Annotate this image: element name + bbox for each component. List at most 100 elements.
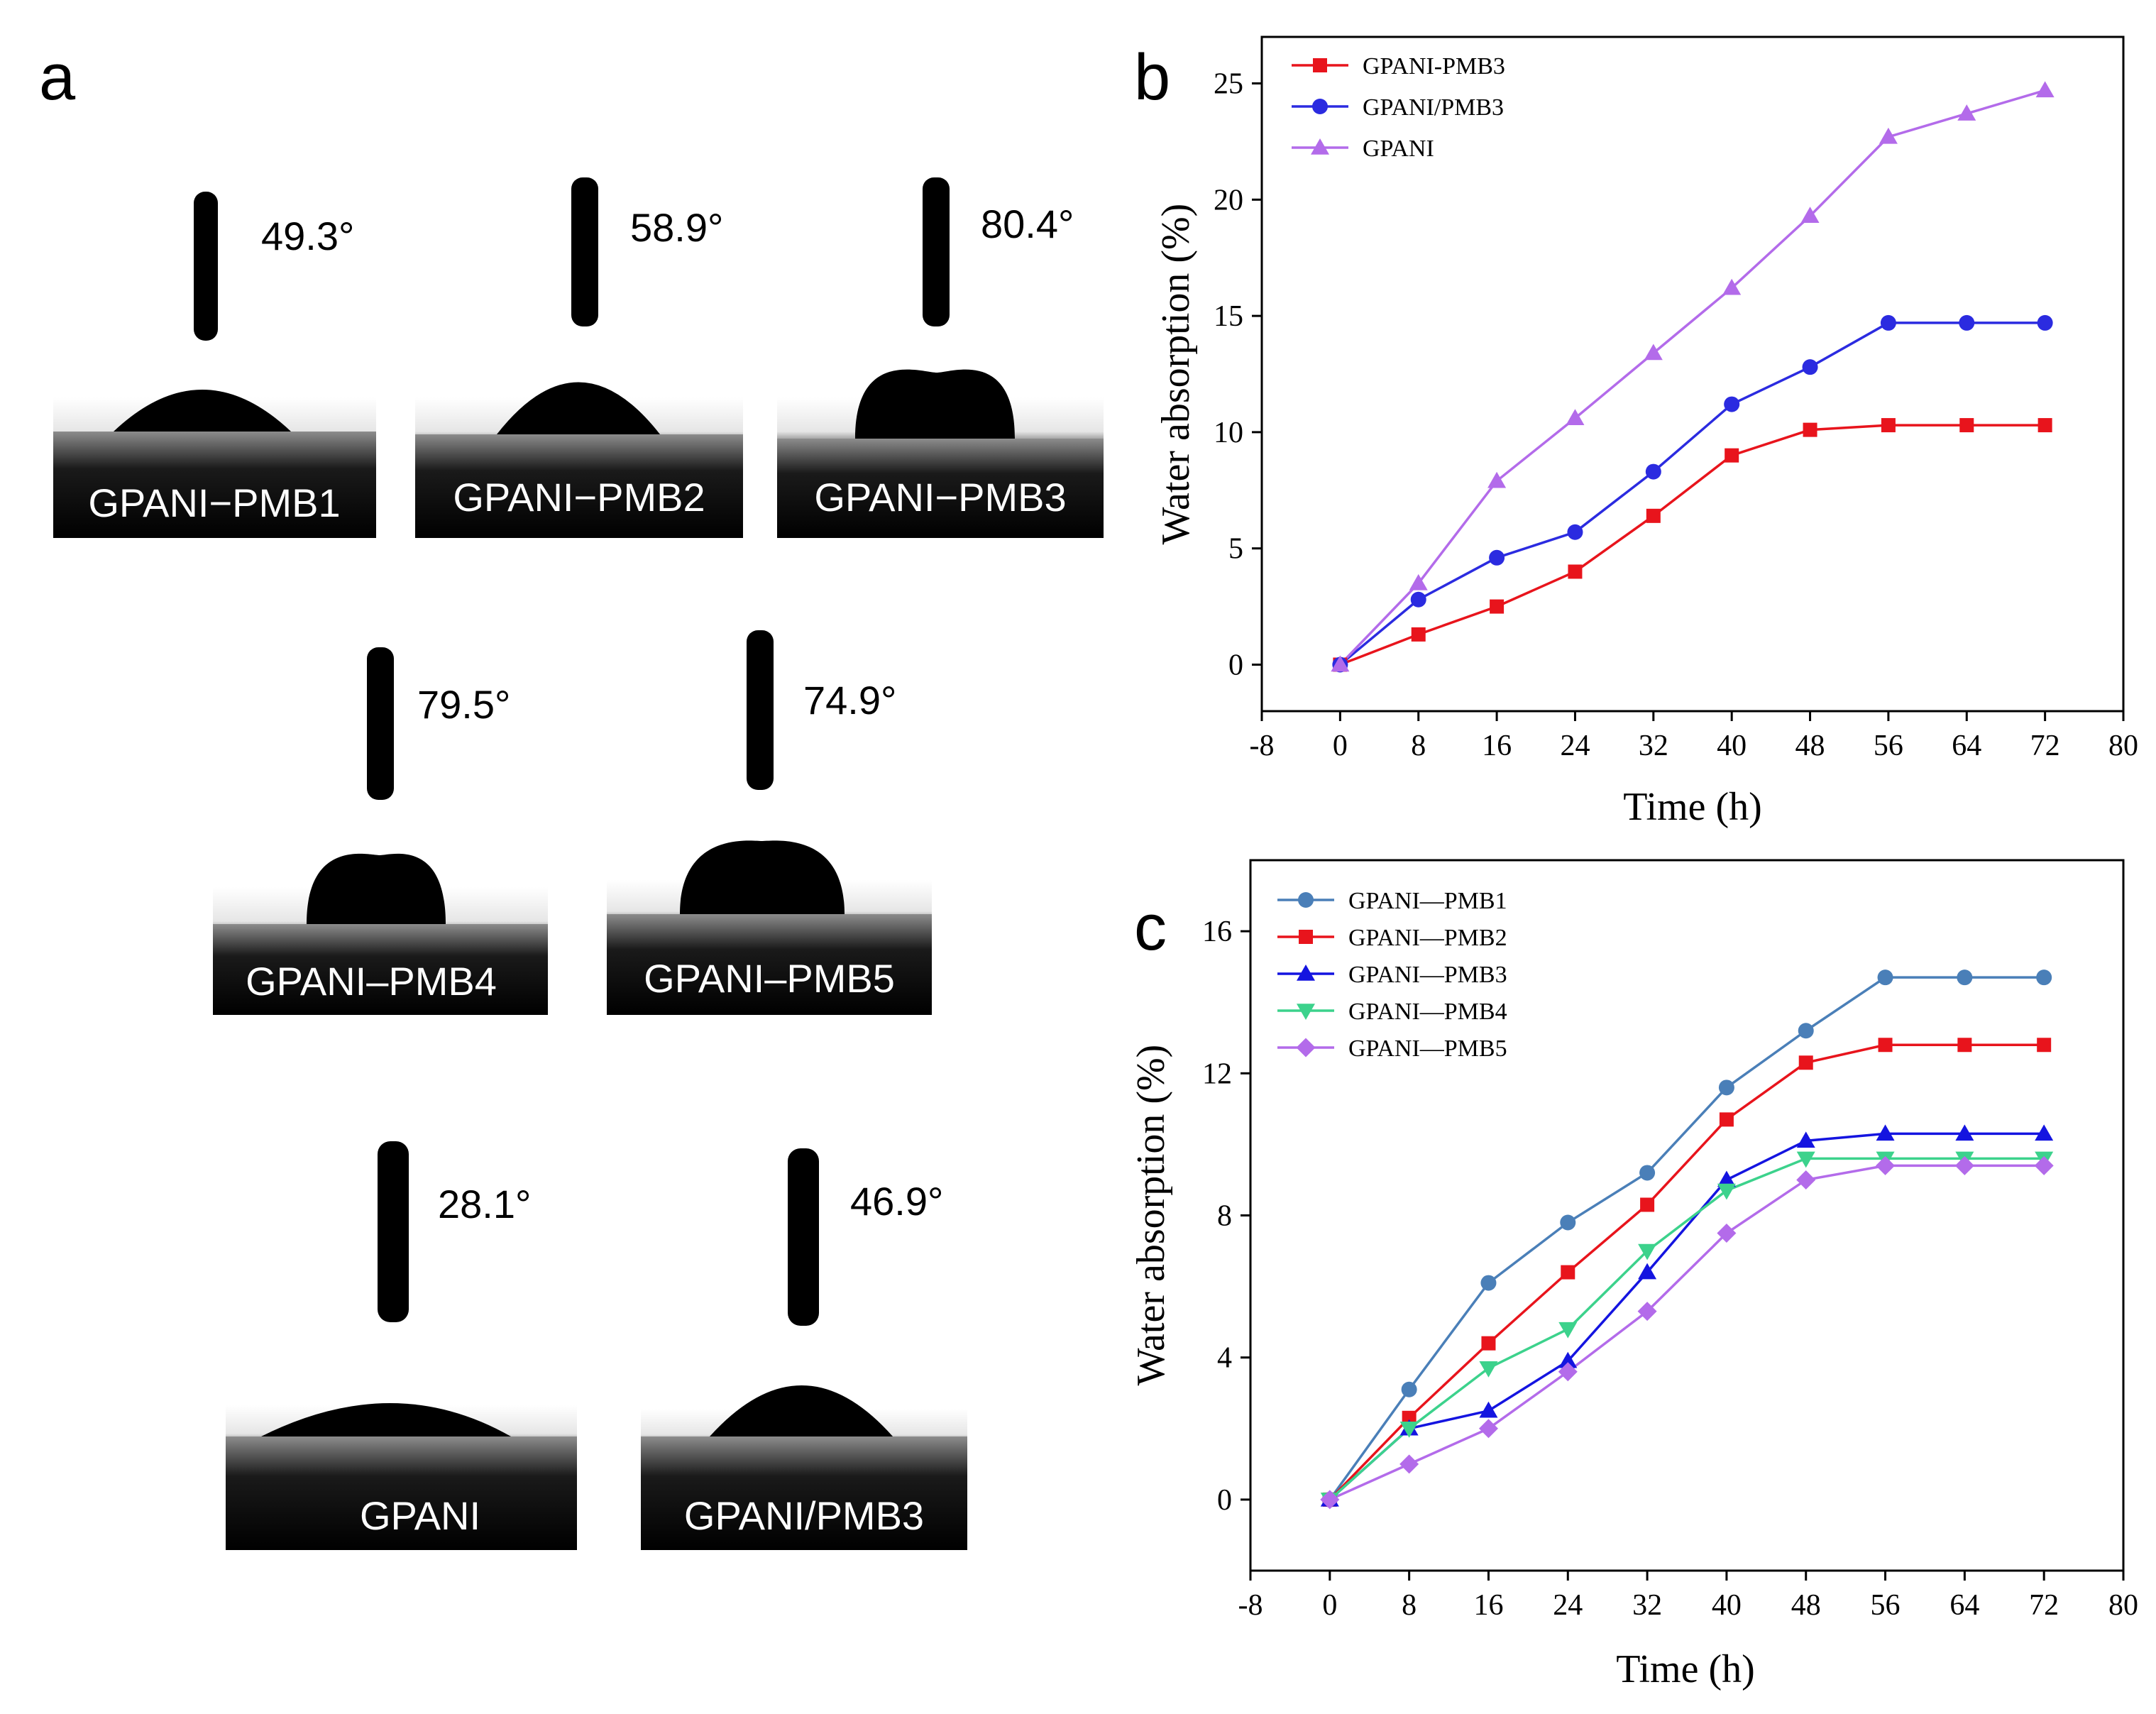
data-point-c-4 [1638,1243,1657,1260]
data-point-c-3 [1479,1401,1498,1418]
data-point-c-3 [1638,1263,1657,1280]
x-tick-label-c: 16 [1473,1589,1503,1622]
x-tick-label-b: 64 [1952,730,1981,762]
x-tick-label-c: 72 [2029,1589,2059,1622]
data-point-b-3 [1957,104,1976,121]
sample-label-1: GPANI−PMB1 [88,480,340,525]
data-point-c-1 [1718,1080,1734,1096]
data-point-b-3 [1566,409,1585,425]
y-axis-title-b: Water absorption (%) [1154,204,1198,545]
data-point-c-1 [2036,969,2052,986]
series-line-c-3 [1329,1132,2045,1501]
data-point-c-5 [1954,1155,1974,1175]
series-line-c-4 [1329,1157,2045,1501]
data-point-c-1 [1877,969,1893,986]
data-point-c-5 [1399,1454,1419,1474]
y-tick-label-b: 15 [1214,300,1243,333]
y-tick-label-b: 5 [1228,533,1243,566]
data-point-b-2 [1410,591,1426,608]
ticks-b: -8 0 8 16 24 32 40 48 56 64 72 80 0 5 10 15 20 25 [1214,68,2138,762]
needle-2 [571,177,598,326]
data-point-c-2 [1561,1265,1575,1280]
x-tick-label-c: 80 [2108,1589,2138,1622]
x-tick-label-b: 80 [2108,730,2138,762]
data-point-c-5 [1796,1170,1816,1190]
substrate-7 [641,1436,967,1550]
x-tick-label-c: 32 [1632,1589,1662,1622]
data-point-c-5 [1637,1302,1657,1322]
x-tick-label-b: 24 [1560,730,1590,762]
legend-marker-c-2 [1299,930,1313,944]
data-point-c-4 [1479,1361,1498,1378]
substrate-5 [607,914,932,1015]
x-tick-label-b: 48 [1795,730,1825,762]
y-tick-label-b: 25 [1214,68,1243,101]
legend-label-c-4: GPANI—PMB4 [1348,999,1507,1025]
data-point-b-1 [1803,422,1817,437]
data-point-c-2 [1640,1197,1655,1212]
lines-b [1339,89,2046,666]
angle-label-5: 74.9° [803,678,896,723]
data-point-b-3 [1722,278,1742,295]
x-tick-label-c: 40 [1712,1589,1742,1622]
substrate-2 [415,434,743,538]
legend-label-b-3: GPANI [1363,136,1434,162]
legend-marker-b-1 [1313,58,1327,72]
sample-label-3: GPANI−PMB3 [814,475,1066,520]
angle-label-2: 58.9° [630,205,723,250]
data-point-c-1 [1639,1165,1656,1181]
data-point-c-1 [1401,1381,1417,1397]
sample-label-5: GPANI–PMB5 [644,956,895,1001]
data-point-c-5 [1558,1362,1578,1382]
data-point-c-5 [2034,1155,2054,1175]
angle-label-4: 79.5° [417,682,510,727]
x-tick-label-c: 56 [1871,1589,1901,1622]
data-point-b-3 [1644,344,1663,361]
data-point-c-4 [1558,1322,1578,1339]
data-point-b-2 [1880,314,1896,331]
data-point-c-2 [1719,1112,1734,1127]
y-tick-label-b: 10 [1214,417,1243,449]
needle-7 [788,1148,819,1326]
x-tick-label-b: -8 [1250,730,1275,762]
x-tick-label-c: 48 [1791,1589,1821,1622]
data-point-c-3 [1876,1124,1895,1141]
substrate-6 [226,1436,577,1550]
data-point-b-3 [1409,573,1428,590]
data-point-b-2 [1959,314,1975,331]
series-line-b-2 [1339,322,2045,666]
markers-c [1320,969,2054,1510]
data-point-b-3 [1487,471,1507,488]
droplet-6 [261,1403,511,1436]
data-point-b-2 [2037,314,2053,331]
droplet-5 [680,840,845,914]
contact-angle-image-1: 49.3° GPANI−PMB1 [53,192,376,538]
data-point-c-3 [2035,1124,2054,1141]
needle-5 [747,630,774,790]
series-line-c-1 [1329,976,2045,1500]
y-tick-label-c: 0 [1217,1484,1232,1517]
x-axis-title-c: Time (h) [1616,1647,1755,1691]
x-tick-label-c: 24 [1553,1589,1583,1622]
data-point-c-3 [1558,1351,1578,1368]
series-line-b-3 [1339,89,2046,666]
x-tick-label-c: 0 [1322,1589,1337,1622]
data-point-b-1 [1725,448,1739,463]
data-point-c-2 [2037,1038,2052,1053]
needle-6 [378,1141,409,1322]
data-point-c-4 [1717,1183,1736,1200]
legend-label-c-2: GPANI—PMB2 [1348,925,1507,951]
data-point-b-1 [1568,564,1583,579]
plot-frame-b [1260,35,2125,713]
angle-label-3: 80.4° [981,202,1074,246]
contact-angle-image-6: 28.1° GPANI [226,1141,577,1550]
angle-label-6: 28.1° [438,1182,531,1226]
x-axis-title-b: Time (h) [1623,785,1762,829]
x-tick-label-c: 8 [1402,1589,1417,1622]
angle-label-1: 49.3° [261,214,354,258]
y-tick-label-b: 20 [1214,184,1243,216]
data-point-c-2 [1481,1336,1496,1351]
